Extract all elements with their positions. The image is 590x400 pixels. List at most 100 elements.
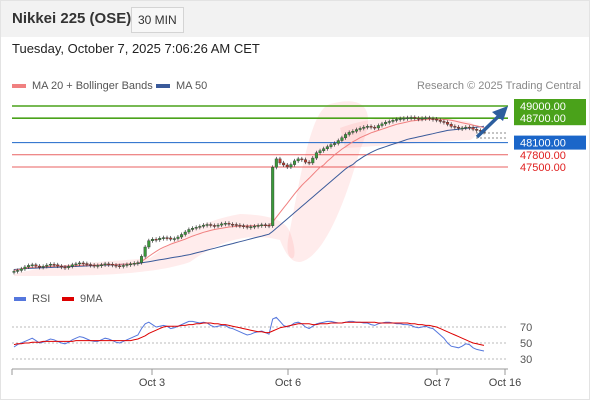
candle-34 bbox=[136, 262, 140, 264]
candle-77 bbox=[293, 160, 297, 165]
candle-32 bbox=[129, 263, 133, 266]
candle-105 bbox=[395, 119, 399, 121]
legend-ma50: MA 50 bbox=[156, 80, 207, 92]
candle-21 bbox=[89, 264, 93, 266]
candle-107 bbox=[402, 117, 406, 120]
candle-102 bbox=[384, 122, 388, 125]
candle-75 bbox=[285, 164, 289, 168]
level-label-49000: 49000.00 bbox=[520, 101, 566, 113]
candle-117 bbox=[438, 120, 442, 122]
candle-7 bbox=[38, 265, 42, 268]
chart-datetime: Tuesday, October 7, 2025 7:06:26 AM CET bbox=[12, 41, 260, 56]
candle-27 bbox=[110, 263, 114, 266]
candle-3 bbox=[23, 266, 27, 270]
candle-89 bbox=[336, 140, 340, 144]
forecast-arrow-shaft bbox=[475, 111, 504, 139]
candle-22 bbox=[92, 264, 96, 267]
candle-88 bbox=[333, 143, 337, 145]
candle-101 bbox=[380, 123, 384, 126]
candle-57 bbox=[220, 223, 224, 226]
level-tag-48100 bbox=[514, 135, 586, 150]
candle-28 bbox=[114, 264, 118, 267]
rsi-level-label-70: 70 bbox=[520, 322, 532, 334]
candle-67 bbox=[256, 225, 260, 227]
forecast-arrow-head bbox=[492, 106, 508, 121]
candle-59 bbox=[227, 223, 231, 225]
candle-56 bbox=[216, 224, 220, 227]
candle-115 bbox=[431, 118, 435, 120]
candle-20 bbox=[85, 263, 89, 265]
candle-0 bbox=[12, 271, 16, 273]
candle-79 bbox=[300, 158, 304, 161]
legend-ma50-label: MA 50 bbox=[176, 80, 208, 92]
candle-80 bbox=[303, 159, 307, 163]
level-tag-49000 bbox=[514, 99, 586, 113]
candle-45 bbox=[176, 236, 180, 239]
candle-71 bbox=[271, 167, 275, 226]
candle-73 bbox=[278, 158, 282, 164]
candle-116 bbox=[435, 118, 439, 121]
candle-39 bbox=[154, 238, 158, 241]
x-tick-label-3: Oct 16 bbox=[489, 377, 521, 389]
candle-69 bbox=[263, 224, 267, 227]
candle-93 bbox=[351, 131, 355, 133]
candle-70 bbox=[267, 224, 271, 227]
candle-49 bbox=[191, 228, 195, 230]
candle-119 bbox=[446, 122, 450, 125]
research-credit: Research © 2025 Trading Central bbox=[416, 80, 581, 92]
candle-98 bbox=[369, 126, 373, 128]
candle-123 bbox=[460, 127, 464, 130]
candle-2 bbox=[19, 268, 23, 271]
rsi-level-label-50: 50 bbox=[520, 338, 532, 350]
instrument-title: Nikkei 225 (OSE) bbox=[12, 10, 132, 27]
candle-25 bbox=[103, 263, 107, 266]
candle-43 bbox=[169, 237, 173, 240]
candle-1 bbox=[16, 270, 20, 272]
candle-23 bbox=[96, 265, 100, 267]
timeframe-button[interactable]: 30 MIN bbox=[131, 7, 184, 33]
candle-122 bbox=[456, 126, 460, 129]
candle-78 bbox=[296, 158, 300, 162]
candle-121 bbox=[453, 126, 457, 128]
candle-36 bbox=[143, 246, 147, 257]
candle-125 bbox=[467, 126, 471, 129]
candle-19 bbox=[81, 262, 85, 265]
candle-108 bbox=[405, 117, 409, 119]
candle-58 bbox=[223, 223, 227, 225]
candle-5 bbox=[30, 264, 34, 267]
legend-9ma-label: 9MA bbox=[80, 293, 103, 305]
legend-rsi-label: RSI bbox=[32, 293, 51, 305]
candle-40 bbox=[158, 238, 162, 241]
x-tick-label-2: Oct 7 bbox=[424, 377, 450, 389]
candle-35 bbox=[140, 256, 144, 263]
candle-95 bbox=[358, 128, 362, 130]
candle-30 bbox=[121, 265, 125, 267]
legend-9ma: 9MA bbox=[62, 293, 103, 305]
candle-103 bbox=[387, 121, 391, 123]
candle-18 bbox=[78, 262, 82, 265]
candles-group bbox=[12, 115, 486, 275]
candle-9 bbox=[45, 264, 49, 267]
candle-50 bbox=[194, 227, 198, 229]
candle-42 bbox=[165, 237, 169, 239]
candle-86 bbox=[325, 146, 329, 149]
candle-112 bbox=[420, 117, 424, 120]
candle-124 bbox=[464, 126, 468, 129]
level-tag-48700 bbox=[514, 111, 586, 126]
candle-84 bbox=[318, 150, 322, 153]
legend-rsi: RSI bbox=[14, 293, 50, 305]
candle-31 bbox=[125, 264, 129, 266]
candle-83 bbox=[314, 152, 318, 159]
candle-37 bbox=[147, 240, 151, 248]
candle-63 bbox=[242, 225, 246, 227]
candle-92 bbox=[347, 132, 351, 135]
bollinger-band-area-2 bbox=[340, 116, 477, 148]
candle-33 bbox=[132, 263, 136, 265]
bollinger-band-area-1 bbox=[287, 101, 369, 262]
candle-60 bbox=[231, 223, 235, 226]
candle-87 bbox=[329, 144, 333, 147]
x-tick-label-1: Oct 6 bbox=[275, 377, 301, 389]
chart-header: Nikkei 225 (OSE) 30 MIN bbox=[0, 0, 590, 37]
candle-118 bbox=[442, 121, 446, 123]
